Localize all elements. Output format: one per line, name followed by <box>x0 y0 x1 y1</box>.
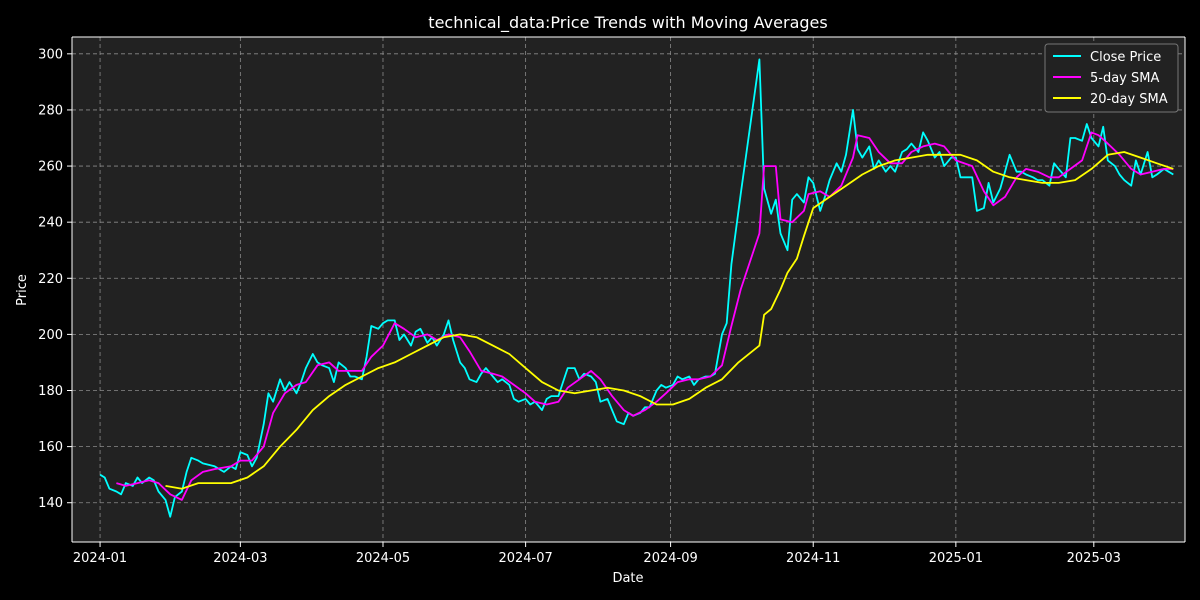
series-line-5-day-sma <box>116 131 1174 501</box>
y-tick-label: 300 <box>38 47 63 62</box>
y-tick-label: 260 <box>38 160 63 175</box>
x-tick-label: 2025-03 <box>1067 551 1121 566</box>
legend-label-5-day-sma: 5-day SMA <box>1090 71 1159 86</box>
series-line-20-day-sma <box>165 151 1174 490</box>
y-tick-label: 240 <box>38 216 63 231</box>
y-tick-label: 140 <box>38 496 63 511</box>
y-tick-label: 160 <box>38 440 63 455</box>
x-tick-label: 2025-01 <box>929 551 983 566</box>
y-tick-label: 180 <box>38 384 63 399</box>
series-lines <box>99 58 1174 518</box>
legend-label-20-day-sma: 20-day SMA <box>1090 92 1168 107</box>
x-tick-label: 2024-09 <box>643 551 697 566</box>
legend: Close Price 5-day SMA 20-day SMA <box>1044 43 1179 113</box>
plot-area <box>72 37 1185 542</box>
y-tick-label: 220 <box>38 272 63 287</box>
x-tick-label: 2024-11 <box>786 551 840 566</box>
grid <box>72 37 1185 542</box>
x-axis-label: Date <box>612 571 643 586</box>
y-tick-label: 280 <box>38 103 63 118</box>
x-tick-label: 2024-05 <box>356 551 410 566</box>
x-tick-label: 2024-03 <box>213 551 267 566</box>
chart-title: technical_data:Price Trends with Moving … <box>428 13 827 33</box>
x-tick-label: 2024-07 <box>498 551 552 566</box>
legend-box <box>1044 43 1179 113</box>
legend-label-close-price: Close Price <box>1090 50 1161 65</box>
x-tick-label: 2024-01 <box>73 551 127 566</box>
y-axis-label: Price <box>15 274 30 306</box>
axes: 140 160 180 200 220 240 260 280 300 2024-01 2024-0… <box>38 36 1186 566</box>
y-tick-label: 200 <box>38 328 63 343</box>
